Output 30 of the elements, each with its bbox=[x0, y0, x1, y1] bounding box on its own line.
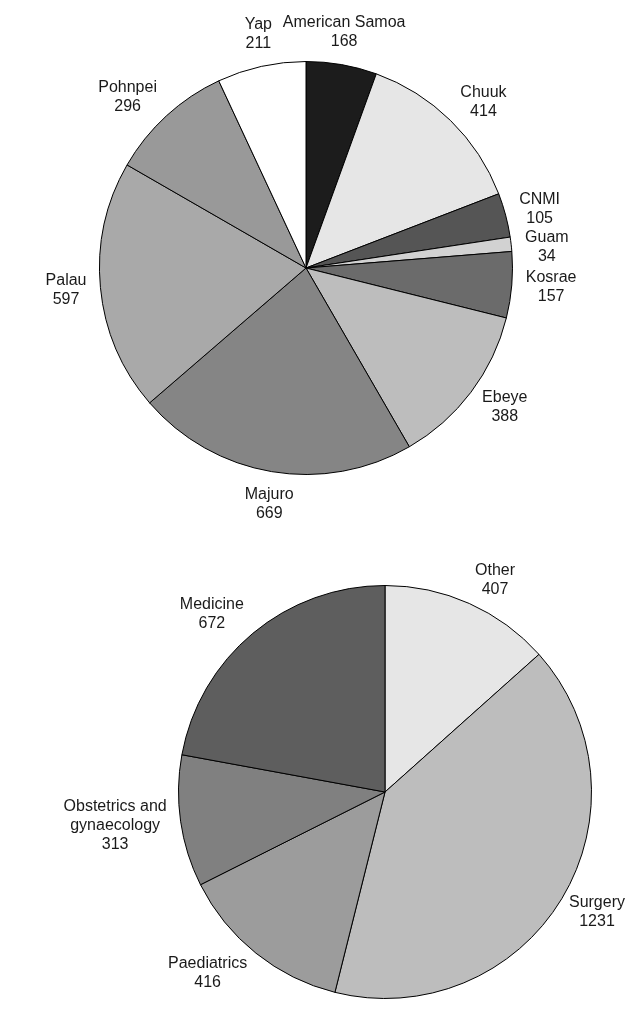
data-label: 407 bbox=[481, 580, 509, 598]
data-label: 157 bbox=[537, 286, 565, 304]
slice-label: American Samoa bbox=[282, 12, 406, 30]
slice-label: Yap bbox=[244, 14, 273, 32]
slice-label: Other bbox=[475, 561, 516, 579]
slice-label: Medicine bbox=[179, 594, 244, 612]
slice-label: Ebeye bbox=[482, 388, 528, 406]
data-label: 296 bbox=[114, 97, 142, 115]
slice-label: Paediatrics bbox=[168, 953, 248, 971]
data-label: 34 bbox=[537, 246, 556, 264]
data-label: 1231 bbox=[579, 911, 615, 929]
data-label: 669 bbox=[255, 504, 283, 522]
data-label: 313 bbox=[101, 835, 129, 853]
slice-label: Pohnpei bbox=[98, 78, 157, 96]
slice-label: Palau bbox=[45, 270, 87, 288]
slice-label: CNMI bbox=[519, 189, 561, 207]
slice-label: Chuuk bbox=[460, 83, 508, 101]
slice-label: Guam bbox=[525, 227, 569, 245]
data-label: 597 bbox=[52, 289, 80, 307]
data-label: 414 bbox=[470, 102, 497, 120]
slice-label: Obstetrics and gynaecology bbox=[63, 797, 167, 834]
slice-label: Surgery bbox=[568, 892, 625, 910]
data-label: 105 bbox=[526, 208, 554, 226]
slice-label: Kosrae bbox=[525, 267, 577, 285]
data-label: 416 bbox=[194, 972, 222, 990]
slice-label: Majuro bbox=[244, 485, 294, 503]
data-label: 672 bbox=[198, 613, 226, 631]
data-label: 388 bbox=[491, 407, 519, 425]
data-label: 168 bbox=[330, 31, 358, 49]
data-label: 211 bbox=[245, 33, 272, 51]
